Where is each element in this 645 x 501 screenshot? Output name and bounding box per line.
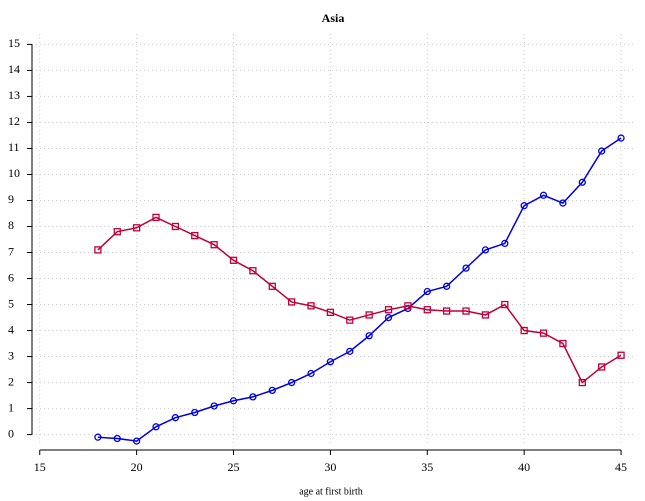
marker [559,199,567,207]
chart-title: Asia [322,11,345,25]
x-tick-label: 30 [324,460,336,474]
marker [598,363,606,371]
marker [346,316,354,324]
marker [578,378,586,387]
marker [326,358,335,366]
marker [191,231,199,240]
marker [229,397,238,405]
x-tick-label: 35 [421,460,433,474]
marker [210,402,218,410]
marker [520,202,528,210]
marker [307,369,315,378]
marker [423,287,431,296]
series-line [97,216,622,384]
y-tick-label: 9 [8,192,14,206]
marker [94,246,102,254]
marker [384,306,393,314]
x-axis-label: age at first birth [299,486,363,497]
marker [210,241,218,249]
marker [481,311,490,319]
marker [268,386,276,395]
marker [559,339,567,348]
y-tick-label: 2 [8,374,14,388]
y-tick-label: 13 [8,88,20,102]
marker [462,264,470,272]
x-tick-label: 20 [131,460,143,474]
marker [132,437,141,445]
marker [443,307,451,315]
y-tick-label: 8 [8,218,14,232]
marker [462,307,470,315]
y-tick-label: 7 [8,244,14,258]
marker [598,147,606,155]
y-tick-label: 10 [8,166,20,180]
x-tick-label: 15 [34,460,46,474]
marker [152,423,160,431]
y-tick-label: 15 [8,36,20,50]
marker [443,282,451,290]
marker [617,134,625,142]
marker [346,347,354,356]
y-tick-label: 3 [8,348,14,362]
y-tick-label: 11 [8,140,20,154]
marker [365,311,373,319]
marker [617,351,625,359]
y-tick-label: 0 [8,426,14,440]
y-tick-label: 5 [8,296,14,310]
marker [171,222,180,231]
marker [501,300,509,309]
marker [404,302,412,310]
marker [539,191,548,199]
marker [113,434,121,443]
marker [171,414,180,422]
y-tick-label: 6 [8,270,14,284]
marker [132,224,141,232]
marker [423,306,431,314]
y-tick-label: 14 [8,62,20,76]
marker [94,433,102,441]
marker [539,329,548,337]
marker [152,213,160,222]
y-tick-label: 1 [8,400,14,414]
marker [501,239,509,248]
marker [191,408,199,417]
marker [229,256,238,264]
marker [481,246,490,254]
y-tick-label: 4 [8,322,14,336]
marker [307,302,315,310]
marker [249,267,257,275]
y-tick-label: 12 [8,114,20,128]
x-tick-label: 25 [228,460,240,474]
marker [249,393,257,401]
series-line [97,137,622,442]
marker [384,313,393,322]
x-tick-label: 45 [615,460,627,474]
marker [287,298,296,306]
x-tick-label: 40 [518,460,530,474]
marker [268,282,276,290]
marker [520,326,528,335]
marker [578,178,586,186]
marker [326,308,335,316]
marker [365,332,373,340]
marker [287,378,296,387]
marker [113,228,121,236]
